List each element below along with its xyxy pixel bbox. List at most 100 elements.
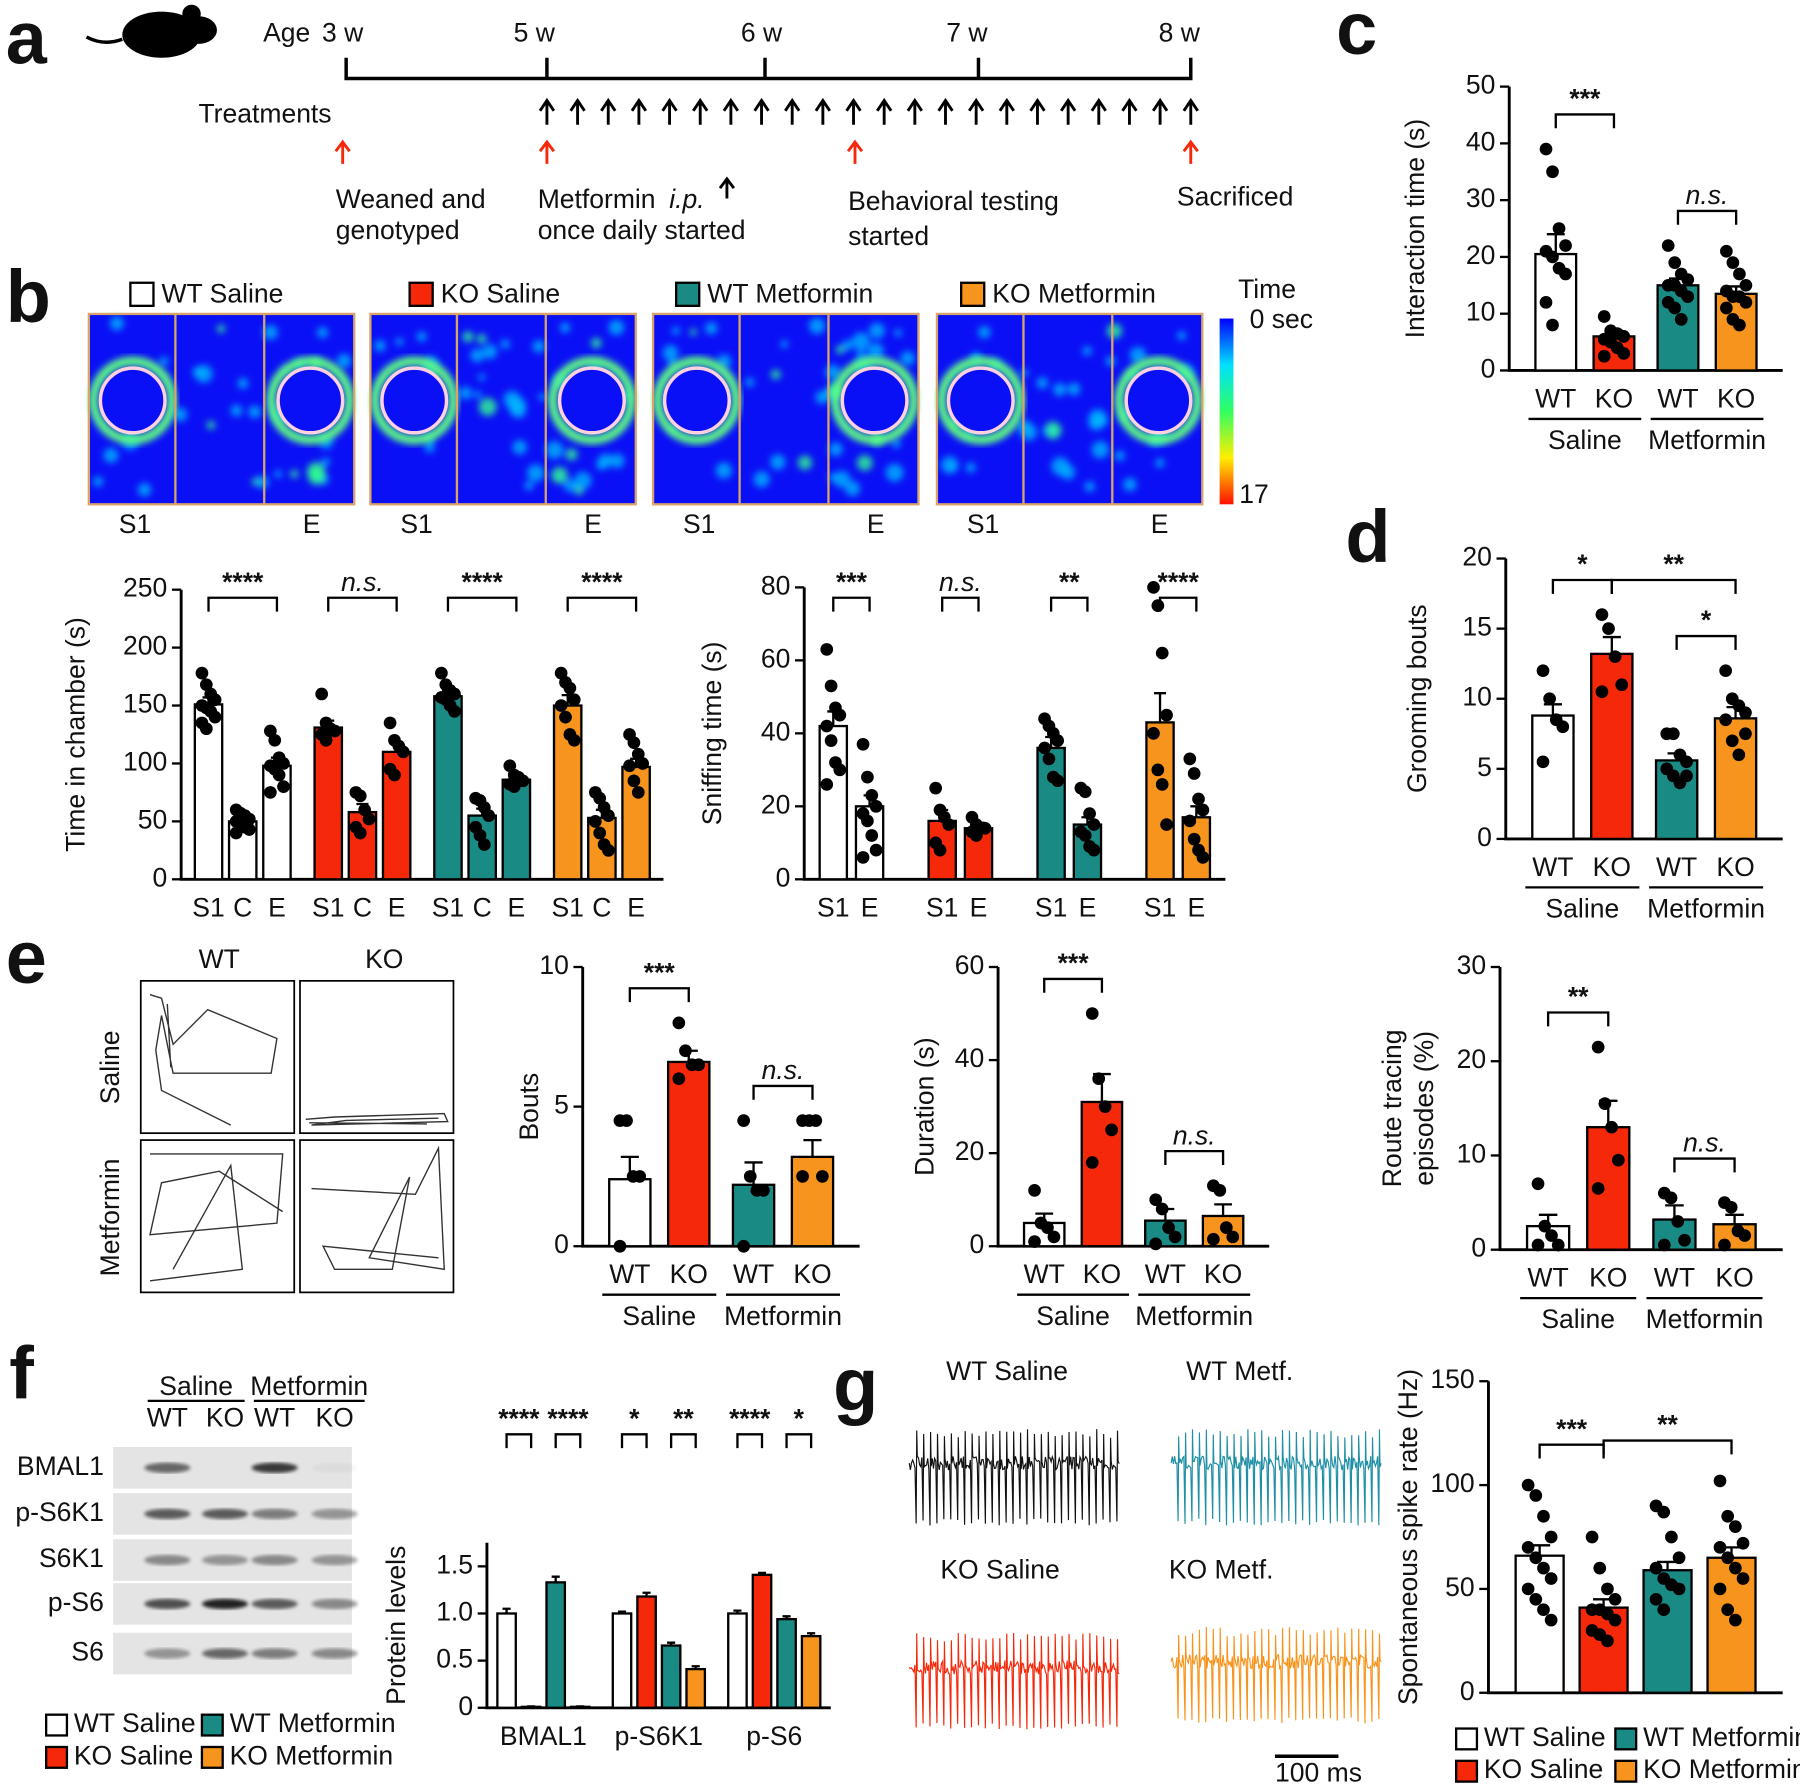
scale-bar-label: 100 ms: [1275, 1758, 1362, 1784]
chamber-label: S1: [683, 509, 715, 539]
data-point: [627, 736, 641, 749]
y-tick-label: 1.5: [436, 1549, 473, 1579]
heat-blob: [462, 331, 474, 343]
data-point: [861, 814, 874, 828]
data-point: [1041, 1221, 1054, 1234]
heat-blob: [900, 351, 915, 366]
y-tick-label: 50: [1445, 1572, 1475, 1602]
data-point: [1092, 1072, 1106, 1086]
data-point: [554, 699, 568, 712]
data-point: [1719, 664, 1733, 678]
data-point: [1559, 267, 1572, 281]
blot-band: [144, 1554, 191, 1566]
y-tick-label: 20: [955, 1136, 985, 1166]
y-tick-label: 0: [1481, 353, 1496, 383]
heat-blob: [545, 441, 564, 460]
spike-trace: [1170, 1626, 1382, 1724]
bar-chart: 0 5 10 Bouts WT KO WT KO Saline Metformin *** n.s.: [514, 950, 860, 1331]
error-bar: [733, 1609, 742, 1614]
trace-label: KO Saline: [940, 1555, 1059, 1585]
y-axis-label: Interaction time (s): [1400, 119, 1430, 339]
spike-trace: [908, 1632, 1120, 1730]
significance-bracket: [446, 596, 518, 612]
heat-blob: [416, 331, 427, 342]
heat-blob: [478, 373, 486, 381]
data-point: [1591, 1182, 1605, 1195]
data-point: [1546, 165, 1559, 179]
colorbar-title: Time: [1238, 274, 1296, 304]
event-arrow: [538, 139, 555, 164]
heat-blob: [192, 366, 204, 378]
data-point: [268, 733, 282, 747]
y-tick-label: 40: [955, 1043, 985, 1073]
x-tick-label: E: [388, 892, 406, 922]
y-tick-label: 1.0: [436, 1596, 473, 1626]
data-point: [1047, 1230, 1061, 1244]
mouse-icon: [85, 4, 217, 58]
heat-blob: [251, 478, 259, 486]
data-point: [978, 821, 992, 835]
data-point: [1196, 851, 1210, 864]
data-point: [478, 838, 491, 851]
track-label: KO: [365, 944, 403, 974]
y-tick-label: 0.5: [436, 1644, 473, 1674]
chamber-label: E: [867, 509, 885, 539]
heat-blob: [715, 462, 732, 479]
significance-bracket: [1538, 1443, 1605, 1459]
significance-label: **: [673, 1403, 694, 1433]
heatmaps: Time 0 sec 17 WT Saline S1 E KO Saline S1 E WT…: [87, 274, 1313, 539]
y-tick-label: 250: [123, 573, 167, 603]
x-tick-label: E: [627, 892, 645, 922]
x-tick-label: C: [233, 892, 252, 922]
heatmap-frame: [935, 312, 1204, 506]
data-point: [362, 812, 376, 826]
data-point: [1028, 1235, 1041, 1248]
heat-ring: [266, 356, 355, 445]
blot-band: [311, 1554, 358, 1566]
y-axis-label: Protein levels: [381, 1546, 411, 1705]
significance-bracket: [1158, 596, 1198, 612]
data-point: [563, 681, 577, 695]
data-point: [1531, 1238, 1545, 1252]
x-tick-label: E: [1187, 892, 1205, 922]
data-point: [1521, 1478, 1535, 1492]
heat-blob: [263, 325, 278, 340]
error-bar: [691, 1665, 700, 1670]
legend-swatch: [200, 1713, 224, 1737]
data-point: [1556, 720, 1570, 734]
timeline: Age 3 w 5 w 6 w 7 w 8 w Treatments Weane…: [198, 18, 1293, 251]
data-point: [1098, 1100, 1112, 1113]
y-axis-label: Sniffing time (s): [697, 641, 727, 825]
data-point: [1187, 767, 1201, 780]
data-point: [1087, 843, 1101, 857]
group-swatch: [959, 281, 986, 308]
data-point: [816, 1170, 829, 1183]
heat-blob: [852, 332, 870, 350]
data-point: [820, 643, 834, 656]
significance-label: **: [1657, 1410, 1678, 1440]
data-point: [1738, 1229, 1752, 1242]
heat-blob: [527, 464, 545, 482]
blot-band: [201, 1554, 249, 1566]
data-point: [1612, 1153, 1625, 1167]
data-point: [1617, 347, 1631, 360]
data-point: [1617, 330, 1631, 343]
heat-blob: [159, 356, 169, 367]
event-text: Behavioral testing: [848, 186, 1059, 216]
heat-blob: [815, 390, 829, 404]
legend-label: WT Saline: [1484, 1722, 1606, 1752]
significance-label: ***: [1569, 84, 1601, 114]
legend-swatch: [1455, 1759, 1479, 1783]
heat-blob: [867, 342, 884, 360]
heat-blob: [478, 397, 497, 416]
data-point: [929, 781, 943, 795]
data-point: [208, 710, 222, 724]
significance-label: **: [1059, 567, 1080, 597]
group-label: Metformin: [1646, 1304, 1764, 1334]
track-label: Saline: [95, 1031, 125, 1105]
data-point: [1739, 706, 1752, 720]
treatments-label: Treatments: [198, 98, 331, 128]
significance-label: **: [1663, 549, 1684, 579]
data-point: [833, 708, 847, 722]
